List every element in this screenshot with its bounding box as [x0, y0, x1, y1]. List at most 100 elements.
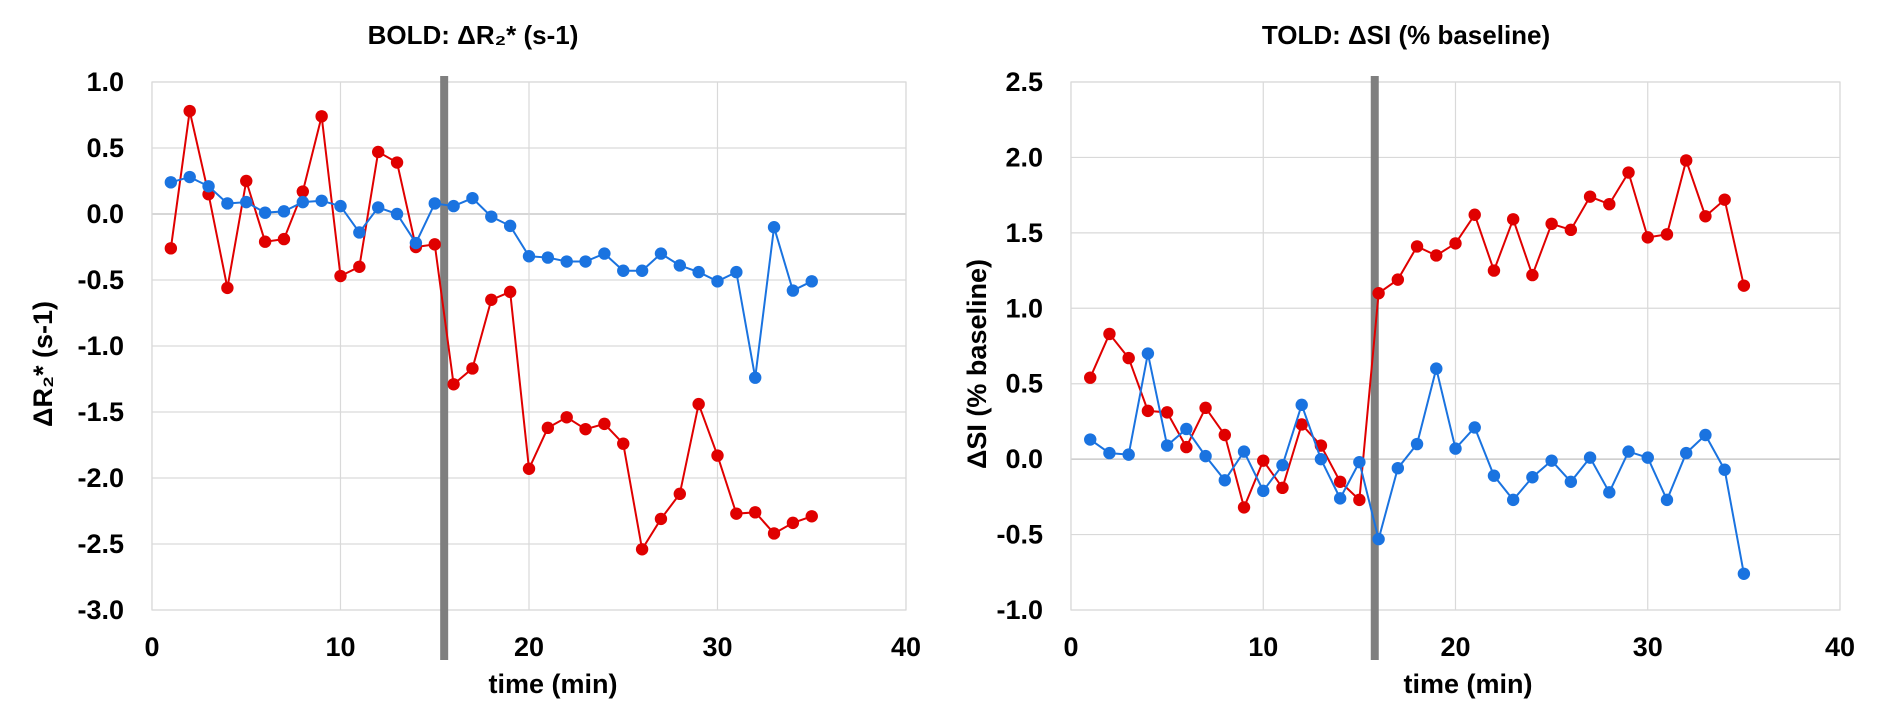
data-point: [466, 362, 479, 375]
data-point: [1506, 213, 1520, 226]
data-point: [447, 199, 460, 213]
data-point: [202, 180, 215, 193]
data-point: [560, 411, 573, 424]
data-point: [1276, 458, 1289, 472]
series-line: [169, 110, 813, 553]
series-line: [1089, 353, 1745, 574]
data-point: [1641, 451, 1654, 464]
data-point: [692, 265, 705, 279]
y-tick-label: 0.0: [86, 199, 124, 229]
x-axis-label: time (min): [1403, 669, 1532, 699]
series-2: [164, 170, 818, 384]
data-point: [183, 104, 196, 118]
y-tick-label: -0.5: [77, 265, 124, 295]
y-tick-label: -1.0: [996, 595, 1043, 625]
y-tick-label: -0.5: [996, 520, 1043, 550]
chart-title: BOLD: ΔR₂* (s-1): [368, 20, 579, 50]
data-point: [1545, 454, 1558, 467]
data-point: [1660, 493, 1674, 507]
data-point: [1084, 371, 1097, 384]
data-point: [749, 506, 762, 519]
data-point: [579, 255, 592, 268]
y-tick-label: 1.0: [1005, 293, 1043, 323]
data-point: [1622, 445, 1635, 458]
y-tick-label: 1.5: [1005, 218, 1043, 248]
x-tick-label: 30: [1633, 632, 1663, 662]
data-point: [1237, 501, 1251, 514]
data-point: [1199, 449, 1212, 463]
data-point: [409, 236, 423, 250]
y-tick-label: 0.5: [86, 133, 124, 163]
data-point: [503, 219, 517, 233]
x-tick-label: 20: [1440, 632, 1470, 662]
data-point: [1718, 463, 1731, 476]
data-point: [1545, 217, 1558, 231]
data-point: [692, 397, 705, 411]
y-tick-label: -3.0: [77, 595, 124, 625]
data-point: [560, 255, 573, 268]
x-tick-label: 0: [1063, 632, 1078, 662]
data-point: [1218, 474, 1232, 487]
data-point: [258, 235, 272, 248]
data-point: [1122, 448, 1135, 461]
data-point: [1430, 362, 1443, 375]
data-point: [1257, 484, 1270, 498]
data-point: [749, 371, 762, 384]
data-point: [503, 285, 517, 299]
data-point: [1333, 475, 1347, 488]
data-point: [1103, 327, 1116, 341]
y-axis-label: ΔSI (% baseline): [962, 259, 992, 469]
x-axis-label: time (min): [488, 669, 617, 699]
data-point: [1391, 273, 1405, 286]
data-point: [1603, 486, 1616, 499]
data-point: [1160, 439, 1174, 452]
x-tick-label: 10: [325, 632, 355, 662]
data-point: [1084, 433, 1097, 446]
data-point: [1526, 268, 1539, 282]
data-point: [466, 191, 479, 205]
data-point: [334, 269, 347, 283]
x-tick-label: 20: [514, 632, 544, 662]
data-point: [1660, 228, 1674, 241]
data-point: [353, 226, 366, 239]
data-point: [767, 527, 781, 540]
data-point: [522, 250, 536, 263]
data-point: [730, 265, 743, 279]
data-point: [1506, 493, 1520, 507]
chart-bold: BOLD: ΔR₂* (s-1) time (min) ΔR₂* (s-1) 1…: [28, 20, 921, 699]
data-point: [767, 221, 781, 234]
y-tick-label: 2.5: [1005, 67, 1043, 97]
data-point: [1622, 166, 1635, 179]
chart-told: TOLD: ΔSI (% baseline) time (min) ΔSI (%…: [962, 20, 1855, 699]
data-point: [1218, 428, 1232, 442]
plot-area: 1.0 0.5 0.0 -0.5 -1.0 -1.5 -2.0 -2.5 -3.0 0 10 20 30…: [77, 67, 921, 662]
y-tick-label: 0.5: [1005, 369, 1043, 399]
data-point: [1353, 493, 1366, 507]
data-point: [1199, 401, 1212, 415]
data-point: [221, 281, 234, 295]
data-point: [1180, 422, 1193, 436]
data-point: [786, 516, 800, 530]
series-2: [1084, 347, 1751, 580]
data-point: [1468, 208, 1481, 221]
data-point: [485, 210, 498, 223]
chart-title: TOLD: ΔSI (% baseline): [1262, 20, 1550, 50]
x-tick-label: 30: [702, 632, 732, 662]
y-tick-label: 2.0: [1005, 142, 1043, 172]
data-point: [1237, 445, 1251, 458]
data-point: [315, 194, 328, 207]
y-axis-label: ΔR₂* (s-1): [28, 301, 58, 427]
data-point: [1603, 197, 1616, 211]
data-point: [372, 145, 385, 159]
data-point: [1699, 210, 1712, 223]
data-point: [277, 232, 291, 246]
data-point: [1680, 154, 1693, 167]
y-tick-label: 1.0: [86, 67, 124, 97]
data-point: [673, 487, 686, 501]
data-point: [1295, 418, 1308, 431]
plot-area: 2.5 2.0 1.5 1.0 0.5 0.0 -0.5 -1.0 0 10 20 30 40: [996, 67, 1855, 662]
data-point: [1122, 351, 1135, 365]
data-point: [428, 238, 441, 251]
event-marker-bar: [1370, 76, 1379, 660]
